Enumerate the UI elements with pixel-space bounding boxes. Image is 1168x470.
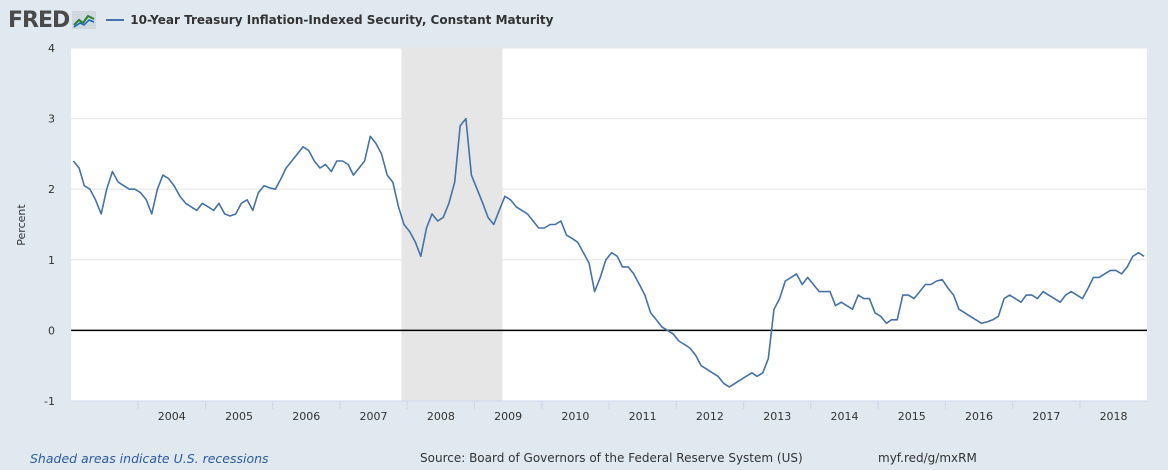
- y-tick-label: 4: [48, 42, 55, 55]
- short-link[interactable]: myf.red/g/mxRM: [878, 451, 977, 465]
- source-note: Source: Board of Governors of the Federa…: [420, 451, 803, 465]
- x-tick-label: 2012: [696, 410, 724, 423]
- x-tick-label: 2009: [494, 410, 522, 423]
- x-tick-label: 2008: [427, 410, 455, 423]
- x-tick-label: 2015: [898, 410, 926, 423]
- series-line: [72, 117, 1145, 388]
- x-tick-label: 2004: [158, 410, 186, 423]
- chart-line-icon: [72, 11, 97, 29]
- fred-logo[interactable]: FRED: [8, 7, 70, 33]
- legend-swatch: [106, 19, 125, 21]
- x-tick-label: 2006: [292, 410, 320, 423]
- x-tick-label: 2018: [1100, 410, 1128, 423]
- x-tick-label: 2017: [1032, 410, 1060, 423]
- line-chart: -1 0 1 2 3 4 2004 2005 2006 2007 2008 2009 2010 2011…: [15, 42, 1147, 423]
- plot-area: [71, 48, 1147, 401]
- x-tick-label: 2010: [561, 410, 589, 423]
- recession-note: Shaded areas indicate U.S. recessions: [30, 451, 269, 466]
- x-tick-label: 2005: [225, 410, 253, 423]
- chart-header: FRED 10-Year Treasury Inflation-Indexed …: [8, 6, 554, 34]
- y-tick-label: -1: [44, 395, 55, 408]
- x-tick-label: 2007: [360, 410, 388, 423]
- y-tick-label: 1: [48, 254, 55, 267]
- series-legend-label[interactable]: 10-Year Treasury Inflation-Indexed Secur…: [130, 13, 554, 27]
- y-axis-label: Percent: [15, 204, 28, 246]
- x-tick-label: 2014: [830, 410, 858, 423]
- x-tick-label: 2016: [965, 410, 993, 423]
- x-tick-label: 2013: [763, 410, 791, 423]
- y-tick-label: 2: [48, 183, 55, 196]
- y-tick-label: 0: [48, 324, 55, 337]
- y-tick-label: 3: [48, 113, 55, 126]
- recession-band: [401, 48, 503, 401]
- x-tick-label: 2011: [629, 410, 657, 423]
